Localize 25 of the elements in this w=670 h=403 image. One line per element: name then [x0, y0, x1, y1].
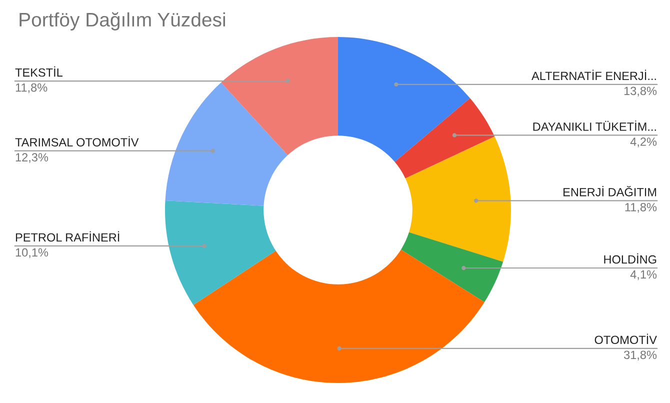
slice-label: ENERJİ DAĞITIM — [564, 186, 656, 196]
data-label: 4,1% — [630, 270, 657, 280]
data-label: 13,8% — [624, 86, 657, 96]
donut-slice — [193, 250, 484, 383]
slice-label: TARIMSAL OTOMOTİV — [15, 136, 139, 146]
donut-slice — [338, 37, 470, 162]
data-label: 31,8% — [624, 350, 657, 360]
data-label: 10,1% — [16, 248, 48, 258]
slice-label: ALTERNATİF ENERJİ... — [532, 70, 656, 80]
chart-title: Portföy Dağılım Yüzdesi — [20, 12, 226, 30]
slice-label: OTOMOTİV — [594, 334, 657, 344]
donut-slice — [165, 200, 276, 305]
slice-label: TEKSTİL — [15, 66, 62, 77]
donut-slice — [165, 82, 288, 206]
slice-label: PETROL RAFİNERİ — [16, 231, 120, 242]
data-label: 12,3% — [16, 153, 48, 163]
data-label: 4,2% — [630, 138, 657, 148]
donut-slice — [221, 37, 338, 156]
donut-slice — [400, 232, 504, 302]
slice-label: HOLDİNG — [604, 253, 656, 264]
donut-slice — [394, 98, 495, 178]
slice-label: DAYANIKLI TÜKETİM... — [533, 120, 656, 131]
donut-slice — [405, 136, 511, 262]
data-label: 11,8% — [625, 202, 657, 213]
data-label: 11,8% — [16, 83, 48, 94]
